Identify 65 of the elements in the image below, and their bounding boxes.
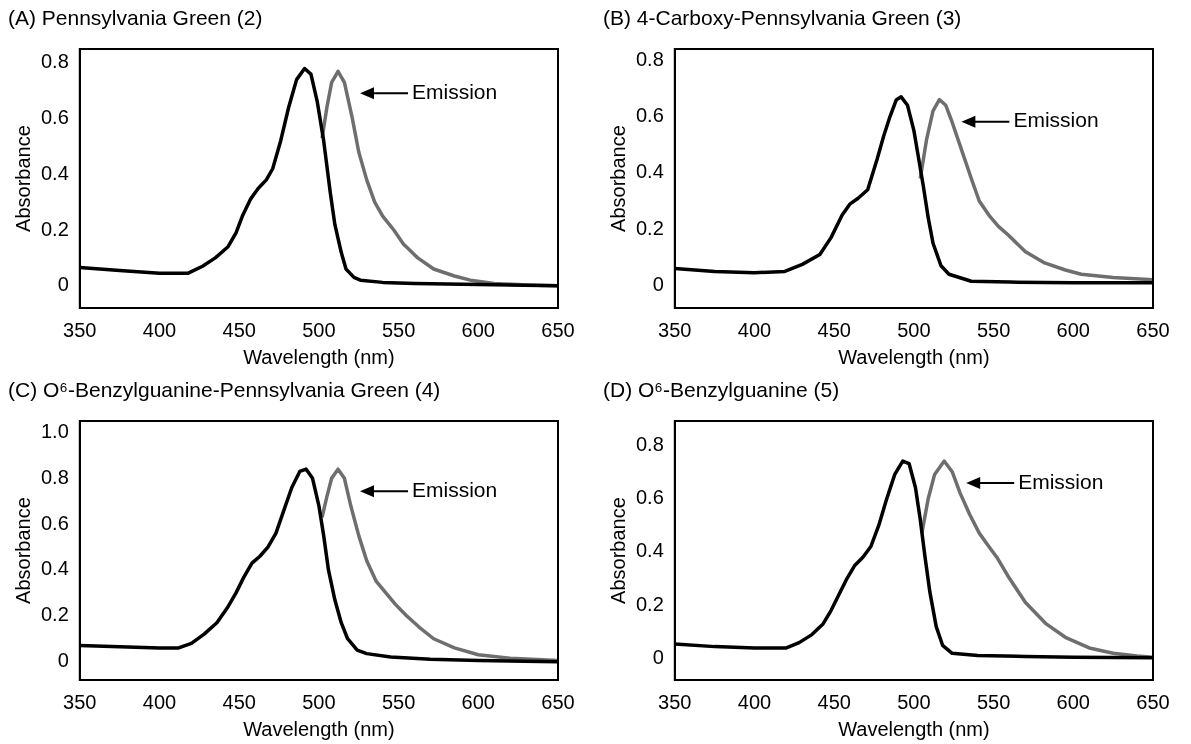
x-axis-title: Wavelength (nm) [838,717,990,740]
x-tick-label: 350 [63,690,97,713]
y-tick-label: 0.2 [635,216,664,239]
y-tick-label: 0.8 [635,432,664,455]
x-tick-label: 650 [1136,318,1170,341]
x-axis-title: Wavelength (nm) [243,345,395,368]
y-tick-label: 0.4 [635,160,664,183]
x-tick-label: 450 [817,690,851,713]
y-tick-label: 1.0 [40,419,69,442]
y-tick-label: 0.2 [40,603,69,626]
x-tick-label: 350 [658,690,692,713]
x-tick-label: 550 [381,318,416,341]
text: Emission [1018,469,1104,493]
x-tick-label: 650 [1136,690,1170,713]
x-tick-label: 450 [817,318,851,341]
x-tick-label: 400 [142,690,177,713]
x-tick-label: 500 [302,690,336,713]
x-tick-label: 400 [142,318,177,341]
y-tick-label: 0.4 [635,539,664,562]
x-tick-label: 650 [541,318,575,341]
x-tick-label: 450 [222,690,256,713]
x-tick-label: 350 [63,318,97,341]
y-axis-title: Absorbance [11,497,34,604]
x-tick-label: 500 [897,318,931,341]
y-tick-label: 0.8 [40,50,69,73]
chart-title: (C) O⁶-Benzylguanine-Pennsylvania Green (4) [8,378,442,403]
text: Emission [1013,108,1099,132]
y-tick-label: 0.4 [40,161,69,184]
x-tick-label: 500 [302,318,336,341]
y-tick-label: 0 [57,273,69,296]
y-tick-label: 0 [57,649,69,672]
x-axis-title: Wavelength (nm) [243,717,395,740]
x-tick-label: 500 [897,690,931,713]
y-axis-title: Absorbance [606,497,629,604]
x-tick-label: 450 [222,318,256,341]
x-tick-label: 600 [461,318,495,341]
y-tick-label: 0.2 [635,592,664,615]
text: Emission [412,80,498,104]
y-tick-label: 0.4 [40,557,69,580]
y-axis-title: Absorbance [11,125,34,232]
y-tick-label: 0.6 [40,511,69,534]
y-tick-label: 0 [652,646,664,669]
x-tick-label: 600 [1056,318,1090,341]
y-tick-label: 0 [652,272,664,295]
y-tick-label: 0.8 [40,465,69,488]
x-tick-label: 600 [1056,690,1090,713]
y-tick-label: 0.6 [635,104,664,127]
y-axis-title: Absorbance [606,125,629,232]
x-tick-label: 550 [381,690,416,713]
x-tick-label: 350 [658,318,692,341]
x-tick-label: 550 [976,318,1011,341]
y-tick-label: 0.8 [635,47,664,70]
x-axis-title: Wavelength (nm) [838,345,990,368]
chart-title: (B) 4-Carboxy-Pennsylvania Green (3) [603,6,963,31]
chart-title: (A) Pennsylvania Green (2) [8,6,264,31]
y-tick-label: 0.6 [40,106,69,129]
text: Emission [412,477,498,501]
x-tick-label: 400 [737,318,772,341]
x-tick-label: 550 [976,690,1011,713]
x-tick-label: 600 [461,690,495,713]
x-tick-label: 400 [737,690,772,713]
y-tick-label: 0.6 [635,485,664,508]
x-tick-label: 650 [541,690,575,713]
y-tick-label: 0.2 [40,217,69,240]
chart-title: (D) O⁶-Benzylguanine (5) [603,378,841,403]
